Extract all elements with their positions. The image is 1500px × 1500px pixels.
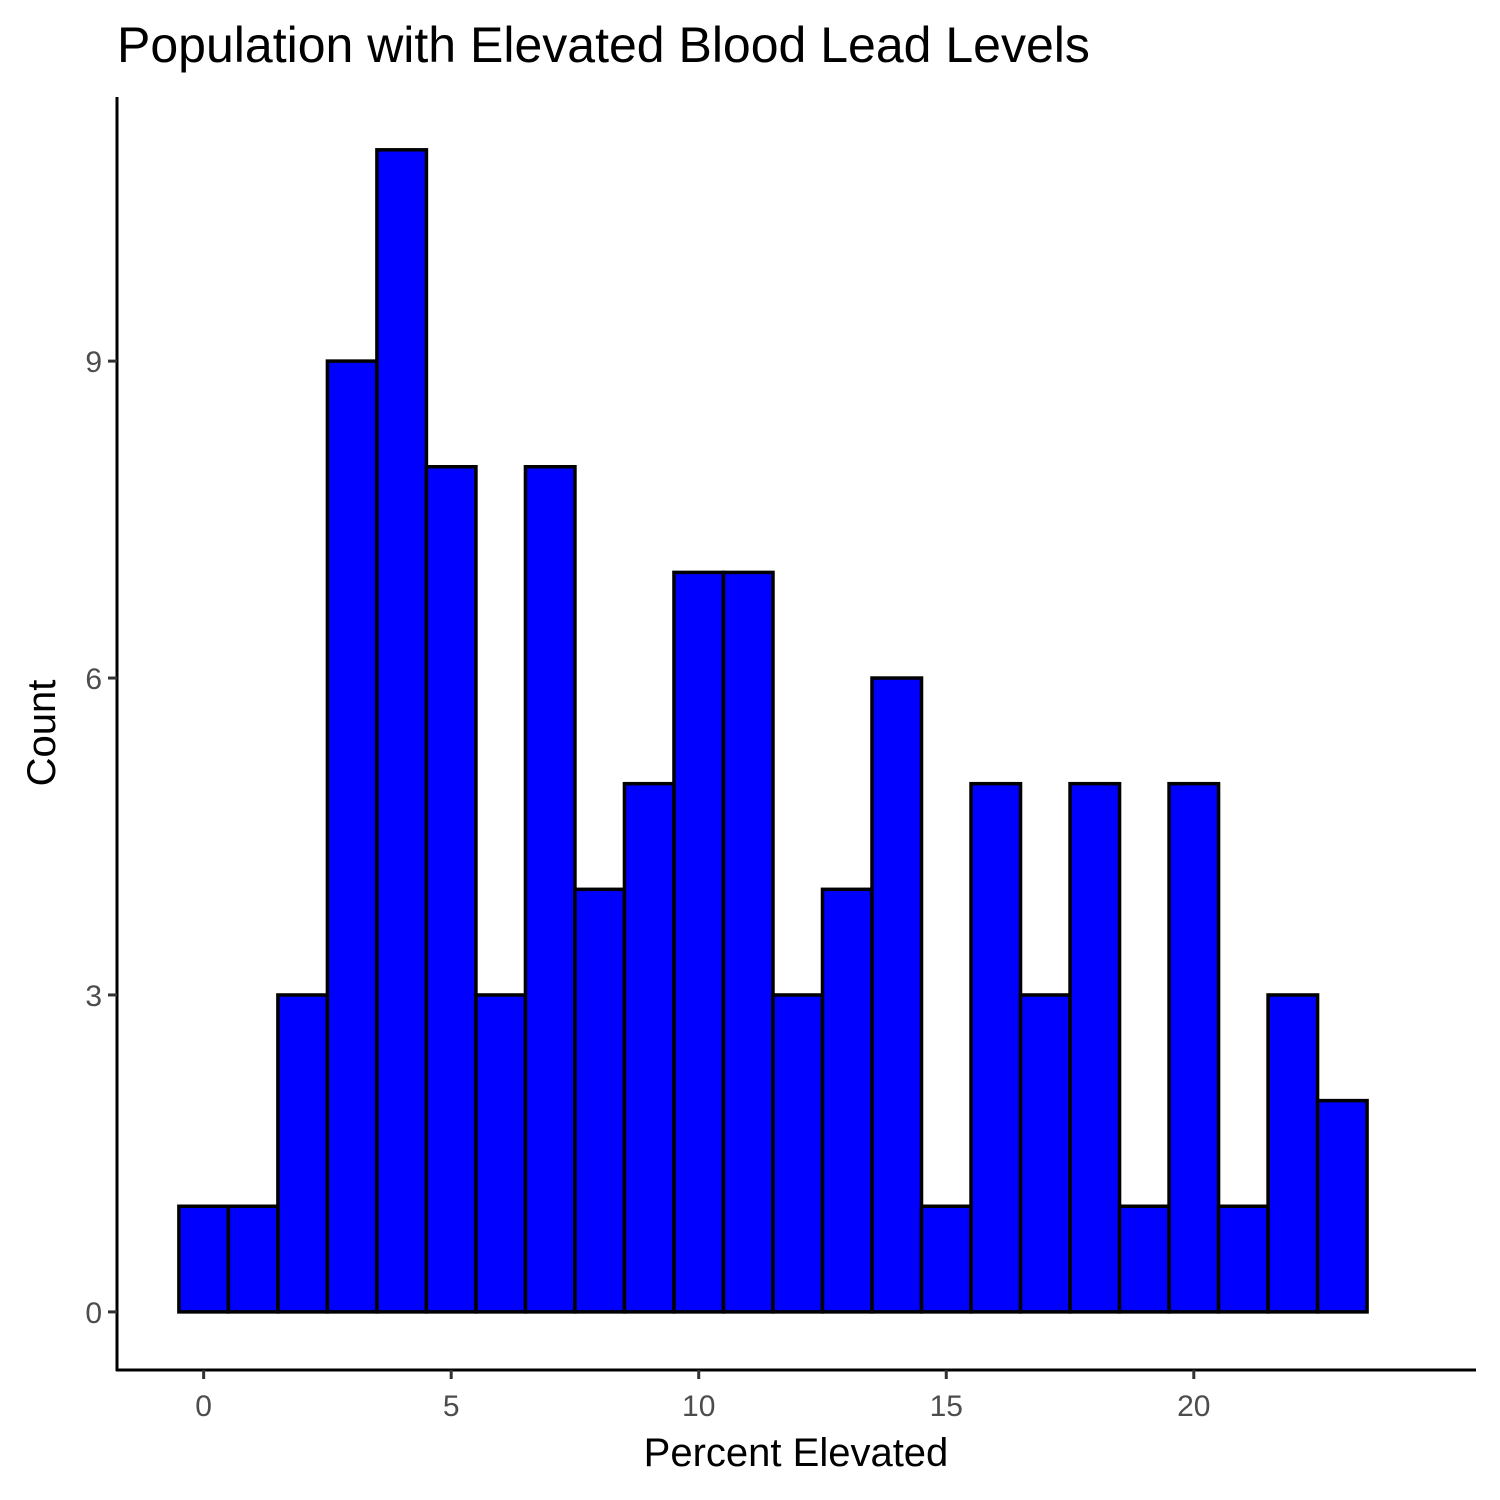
y-axis-ticks: 0 3 6 9 — [85, 346, 117, 1330]
chart-title: Population with Elevated Blood Lead Leve… — [117, 17, 1090, 73]
histogram-bar — [177, 1204, 231, 1314]
histogram-bar — [1216, 1204, 1270, 1314]
x-tick-label: 15 — [930, 1390, 963, 1423]
x-axis-ticks: 0 5 10 15 20 — [195, 1370, 1210, 1423]
histogram-bar — [573, 887, 627, 1314]
histogram-bar — [1068, 781, 1122, 1314]
histogram-bar — [1266, 993, 1320, 1314]
histogram-bar — [870, 676, 924, 1314]
y-tick-label: 9 — [85, 346, 102, 379]
histogram-bar — [276, 993, 330, 1314]
x-axis-title: Percent Elevated — [644, 1431, 949, 1475]
x-tick-label: 10 — [682, 1390, 715, 1423]
x-tick-label: 5 — [443, 1390, 460, 1423]
histogram-bar — [820, 887, 874, 1314]
y-tick-label: 0 — [85, 1297, 102, 1330]
histogram-bar — [1117, 1204, 1171, 1314]
histogram-bar — [523, 465, 577, 1314]
histogram-bar — [969, 781, 1023, 1314]
y-tick-label: 6 — [85, 663, 102, 696]
histogram-bar — [771, 993, 825, 1314]
histogram-bar — [919, 1204, 973, 1314]
y-axis-title: Count — [20, 680, 64, 787]
bars-layer — [177, 148, 1369, 1314]
x-tick-label: 0 — [195, 1390, 212, 1423]
histogram-bar — [474, 993, 528, 1314]
histogram-bar — [1167, 781, 1221, 1314]
histogram-bar — [325, 359, 379, 1314]
histogram-bar — [1018, 993, 1072, 1314]
histogram-bar — [622, 781, 676, 1314]
histogram-bar — [424, 465, 478, 1314]
histogram-bar — [1315, 1098, 1369, 1314]
histogram-bar — [226, 1204, 280, 1314]
y-tick-label: 3 — [85, 980, 102, 1013]
histogram-bar — [672, 570, 726, 1314]
histogram-bar — [375, 148, 429, 1314]
x-tick-label: 20 — [1177, 1390, 1210, 1423]
histogram-bar — [721, 570, 775, 1314]
